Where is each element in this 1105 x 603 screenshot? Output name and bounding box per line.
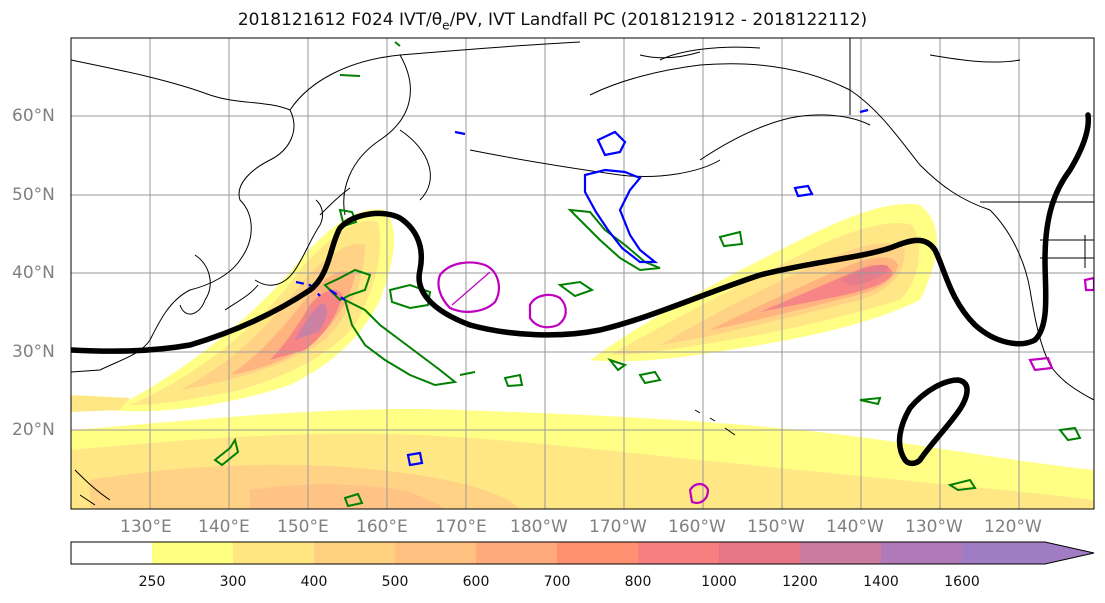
lon-label-130w: 130°W	[905, 517, 963, 537]
graticule	[71, 38, 1094, 509]
green-contours	[213, 41, 1082, 508]
lon-label-160w: 160°W	[668, 517, 726, 537]
lat-label-20n: 20°N	[12, 420, 55, 440]
colorbar-tick-700: 700	[543, 574, 571, 590]
colorbar-tick-250: 250	[138, 574, 166, 590]
lat-label-60n: 60°N	[12, 106, 55, 126]
colorbar-tick-400: 400	[300, 574, 328, 590]
coastlines	[71, 38, 1094, 506]
magenta-contours	[437, 261, 1094, 504]
lon-label-120w: 120°W	[984, 517, 1042, 537]
colorbar-tick-1600: 1600	[944, 574, 980, 590]
pc-contour	[71, 112, 1092, 467]
blue-contours	[295, 108, 869, 467]
lon-label-140w: 140°W	[826, 517, 884, 537]
lon-label-180w: 180°W	[510, 517, 568, 537]
figure-title: 2018121612 F024 IVT/θe/PV, IVT Landfall …	[237, 10, 868, 33]
lat-label-50n: 50°N	[12, 185, 55, 205]
lat-label-40n: 40°N	[12, 263, 55, 283]
map-frame	[70, 37, 1095, 510]
colorbar-tick-1000: 1000	[701, 574, 737, 590]
lon-label-160e: 160°E	[356, 517, 408, 537]
lon-label-150e: 150°E	[277, 517, 329, 537]
lat-label-30n: 30°N	[12, 342, 55, 362]
lon-label-170w: 170°W	[589, 517, 647, 537]
lon-label-130e: 130°E	[120, 517, 172, 537]
colorbar-tick-1400: 1400	[863, 574, 899, 590]
colorbar-tick-1200: 1200	[782, 574, 818, 590]
colorbar-tick-300: 300	[219, 574, 247, 590]
lon-label-140e: 140°E	[198, 517, 250, 537]
colorbar-tick-800: 800	[624, 574, 652, 590]
colorbar-tick-600: 600	[462, 574, 490, 590]
lon-label-150w: 150°W	[747, 517, 805, 537]
lon-label-170e: 170°E	[435, 517, 487, 537]
colorbar-tick-500: 500	[381, 574, 409, 590]
colorbar	[70, 541, 1095, 565]
